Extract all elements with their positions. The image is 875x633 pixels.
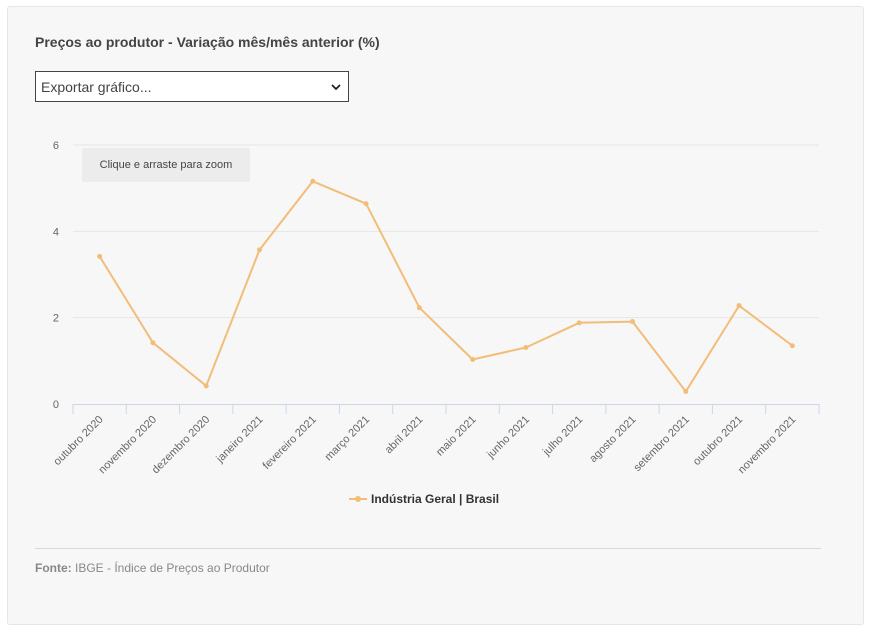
data-point[interactable] bbox=[683, 388, 689, 394]
x-tick-label: março 2021 bbox=[323, 414, 373, 464]
data-point[interactable] bbox=[416, 305, 422, 311]
data-point[interactable] bbox=[363, 201, 369, 207]
data-point[interactable] bbox=[257, 247, 262, 253]
data-point[interactable] bbox=[470, 357, 476, 363]
y-tick-label: 6 bbox=[53, 140, 59, 152]
data-point[interactable] bbox=[576, 320, 582, 326]
zoom-hint: Clique e arraste para zoom bbox=[82, 148, 250, 182]
y-tick-label: 0 bbox=[53, 399, 59, 411]
y-tick-label: 2 bbox=[53, 313, 59, 325]
x-tick-label: maio 2021 bbox=[434, 414, 479, 459]
data-point[interactable] bbox=[97, 253, 103, 259]
legend-item[interactable]: Indústria Geral | Brasil bbox=[349, 491, 499, 507]
x-tick-label: setembro 2021 bbox=[632, 414, 692, 474]
x-tick-label: junho 2021 bbox=[484, 414, 532, 462]
series-line bbox=[98, 180, 794, 393]
x-tick-label: outubro 2021 bbox=[691, 414, 745, 468]
legend-label: Indústria Geral | Brasil bbox=[371, 492, 500, 506]
data-point[interactable] bbox=[736, 303, 742, 309]
source-label: Fonte: bbox=[35, 561, 72, 575]
data-point[interactable] bbox=[523, 344, 529, 350]
y-tick-label: 4 bbox=[53, 226, 59, 238]
x-tick-label: abril 2021 bbox=[383, 414, 426, 457]
divider bbox=[35, 548, 821, 549]
x-tick-label: julho 2021 bbox=[540, 414, 585, 459]
data-point[interactable] bbox=[150, 340, 156, 346]
chevron-down-icon bbox=[331, 84, 341, 91]
x-tick-label: fevereiro 2021 bbox=[261, 414, 319, 472]
data-point[interactable] bbox=[630, 319, 635, 325]
x-tick-label: novembro 2021 bbox=[736, 414, 799, 477]
x-tick-label: janeiro 2021 bbox=[214, 414, 266, 466]
source-text: IBGE - Índice de Preços ao Produtor bbox=[75, 561, 270, 575]
x-tick-label: outubro 2020 bbox=[51, 414, 105, 468]
export-select-value: Exportar gráfico... bbox=[41, 79, 152, 95]
chart-card bbox=[7, 6, 864, 625]
data-point[interactable] bbox=[789, 343, 795, 349]
legend-line-marker-icon bbox=[349, 493, 367, 505]
x-tick-label: agosto 2021 bbox=[587, 414, 638, 465]
x-tick-label: dezembro 2020 bbox=[150, 414, 213, 477]
export-chart-select[interactable]: Exportar gráfico... bbox=[35, 71, 349, 102]
source-note: Fonte: IBGE - Índice de Preços ao Produt… bbox=[35, 561, 270, 575]
data-point[interactable] bbox=[203, 383, 209, 389]
chart-title: Preços ao produtor - Variação mês/mês an… bbox=[35, 34, 380, 50]
data-point[interactable] bbox=[310, 178, 316, 184]
